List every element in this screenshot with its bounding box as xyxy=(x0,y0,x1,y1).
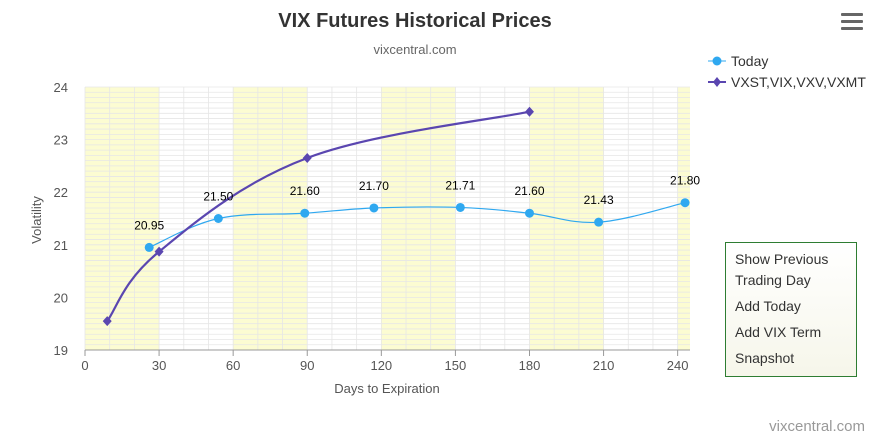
series-today-point xyxy=(300,208,310,218)
y-tick-label: 24 xyxy=(54,80,68,95)
x-tick-label: 180 xyxy=(519,358,541,373)
legend-item-today[interactable]: Today xyxy=(708,53,768,69)
hamburger-bar xyxy=(841,13,863,16)
series-today-point xyxy=(369,203,379,213)
x-tick-label: 240 xyxy=(667,358,689,373)
chart-subtitle: vixcentral.com xyxy=(373,42,456,57)
show-previous-trading-day-button[interactable]: Show Previous Trading Day xyxy=(735,251,829,288)
data-label-today: 21.71 xyxy=(445,178,475,192)
series-today-point xyxy=(213,214,223,223)
axes: 0 30 60 90 120 150 180 210 240 19 20 21 22 23 24 xyxy=(54,80,690,373)
x-tick-label: 90 xyxy=(300,358,314,373)
series-today-point xyxy=(144,242,154,252)
credit-text[interactable]: vixcentral.com xyxy=(769,418,865,435)
data-label-today: 20.95 xyxy=(134,218,164,232)
add-vix-term-button[interactable]: Add VIX Term xyxy=(735,324,822,340)
hamburger-bar xyxy=(841,20,863,23)
legend: Today VXST,VIX,VXV,VXMT xyxy=(708,53,866,90)
x-tick-label: 210 xyxy=(593,358,615,373)
series-today-point xyxy=(455,202,465,212)
y-tick-label: 22 xyxy=(54,185,68,200)
legend-today-label: Today xyxy=(731,53,768,69)
y-tick-label: 21 xyxy=(54,238,68,253)
data-label-today: 21.70 xyxy=(359,179,389,193)
hamburger-bar xyxy=(841,27,863,30)
series-today-point xyxy=(594,217,604,227)
data-label-today: 21.60 xyxy=(290,184,320,198)
series-today-point xyxy=(680,198,690,208)
side-menu: Show Previous Trading Day Add Today Add … xyxy=(725,242,857,377)
legend-today-marker xyxy=(712,56,722,66)
legend-term-label: VXST,VIX,VXV,VXMT xyxy=(731,74,866,90)
data-labels: 20.95 21.50 21.60 21.70 21.71 21.60 21.43 21.80 xyxy=(134,174,700,233)
series-today-point xyxy=(524,208,534,218)
hamburger-icon[interactable] xyxy=(840,11,864,33)
x-axis-title: Days to Expiration xyxy=(334,381,440,396)
series-term-point xyxy=(154,246,164,257)
series-term-point xyxy=(102,316,112,327)
data-label-today: 21.60 xyxy=(514,184,544,198)
series-layer xyxy=(102,106,690,327)
y-tick-label: 20 xyxy=(54,290,68,305)
y-tick-label: 19 xyxy=(54,343,68,358)
add-today-button[interactable]: Add Today xyxy=(735,298,801,314)
series-term-point xyxy=(524,106,534,117)
snapshot-button[interactable]: Snapshot xyxy=(735,350,795,366)
series-term-line xyxy=(106,110,530,322)
series-term-point xyxy=(302,153,312,164)
chart-title: VIX Futures Historical Prices xyxy=(278,10,551,32)
data-label-today: 21.50 xyxy=(203,190,233,204)
y-axis-title: Volatility xyxy=(29,196,44,244)
x-tick-label: 30 xyxy=(152,358,166,373)
x-tick-label: 0 xyxy=(81,358,88,373)
x-tick-label: 150 xyxy=(445,358,467,373)
data-label-today: 21.43 xyxy=(584,193,614,207)
legend-item-term[interactable]: VXST,VIX,VXV,VXMT xyxy=(708,74,866,90)
y-tick-label: 23 xyxy=(54,133,68,148)
x-tick-label: 120 xyxy=(370,358,392,373)
data-label-today: 21.80 xyxy=(670,174,700,188)
legend-term-marker xyxy=(713,77,721,87)
x-tick-label: 60 xyxy=(226,358,240,373)
